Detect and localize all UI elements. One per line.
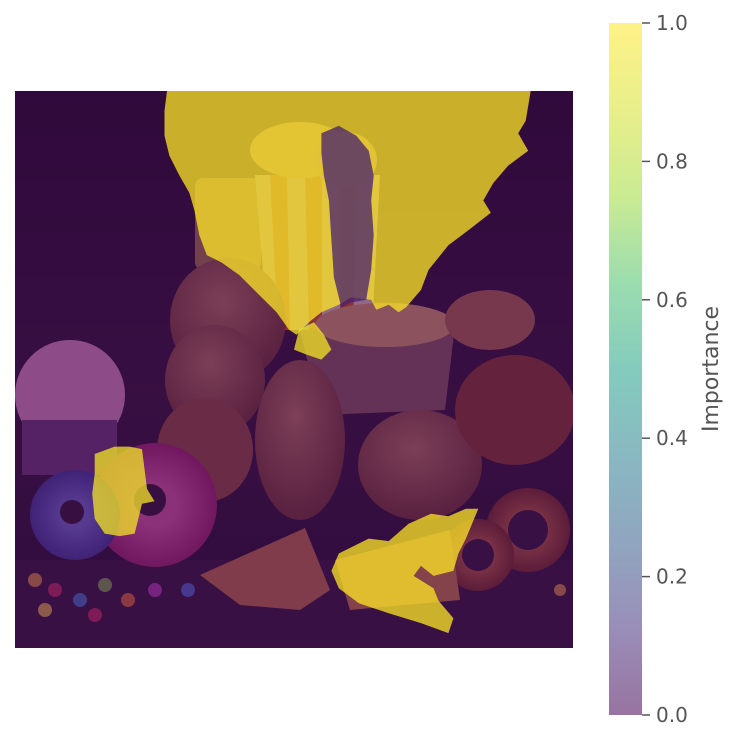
- colorbar-tick-label: 0.6: [656, 288, 688, 312]
- donut-left-region: [92, 446, 155, 537]
- colorbar-label: Importance: [699, 306, 724, 432]
- pizza-lower-region: [331, 508, 479, 634]
- colorbar-tick-label: 0.8: [656, 149, 688, 173]
- colorbar: 0.0 0.2 0.4 0.6 0.8 1.0 Importance: [609, 11, 724, 727]
- fries-bucket-right-region: [321, 125, 374, 308]
- colorbar-tick-label: 0.0: [656, 703, 688, 727]
- fries-small-region: [294, 322, 332, 360]
- colorbar-tick-label: 0.2: [656, 565, 688, 589]
- colorbar-tick-label: 1.0: [656, 11, 688, 35]
- importance-overlay: [15, 91, 573, 648]
- colorbar-tick-label: 0.4: [656, 426, 688, 450]
- colorbar-fill: [609, 23, 642, 715]
